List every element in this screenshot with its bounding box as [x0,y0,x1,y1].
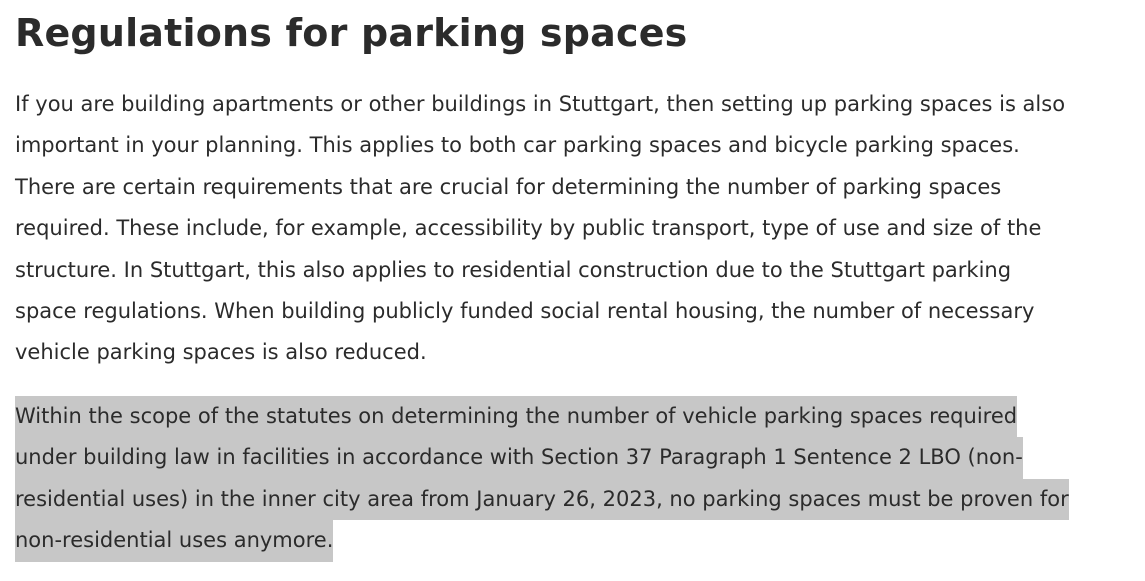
highlighted-line: Within the scope of the statutes on dete… [15,396,1018,438]
paragraph-line: There are certain requirements that are … [15,174,1002,199]
page-title: Regulations for parking spaces [15,11,688,55]
paragraph-line: required. These include, for example, ac… [15,216,1042,241]
intro-paragraph: If you are building apartments or other … [15,84,1065,374]
highlighted-line: non-residential uses anymore. [15,520,334,562]
highlighted-line: under building law in facilities in acco… [15,437,1023,479]
paragraph-line: If you are building apartments or other … [15,92,1066,116]
paragraph-line: structure. In Stuttgart, this also appli… [15,257,1012,282]
highlighted-paragraph: Within the scope of the statutes on dete… [15,396,1125,562]
paragraph-line: space regulations. When building publicl… [15,299,1035,324]
paragraph-line: vehicle parking spaces is also reduced. [15,340,427,365]
paragraph-line: important in your planning. This applies… [15,133,1020,158]
highlighted-line: residential uses) in the inner city area… [15,478,1069,521]
